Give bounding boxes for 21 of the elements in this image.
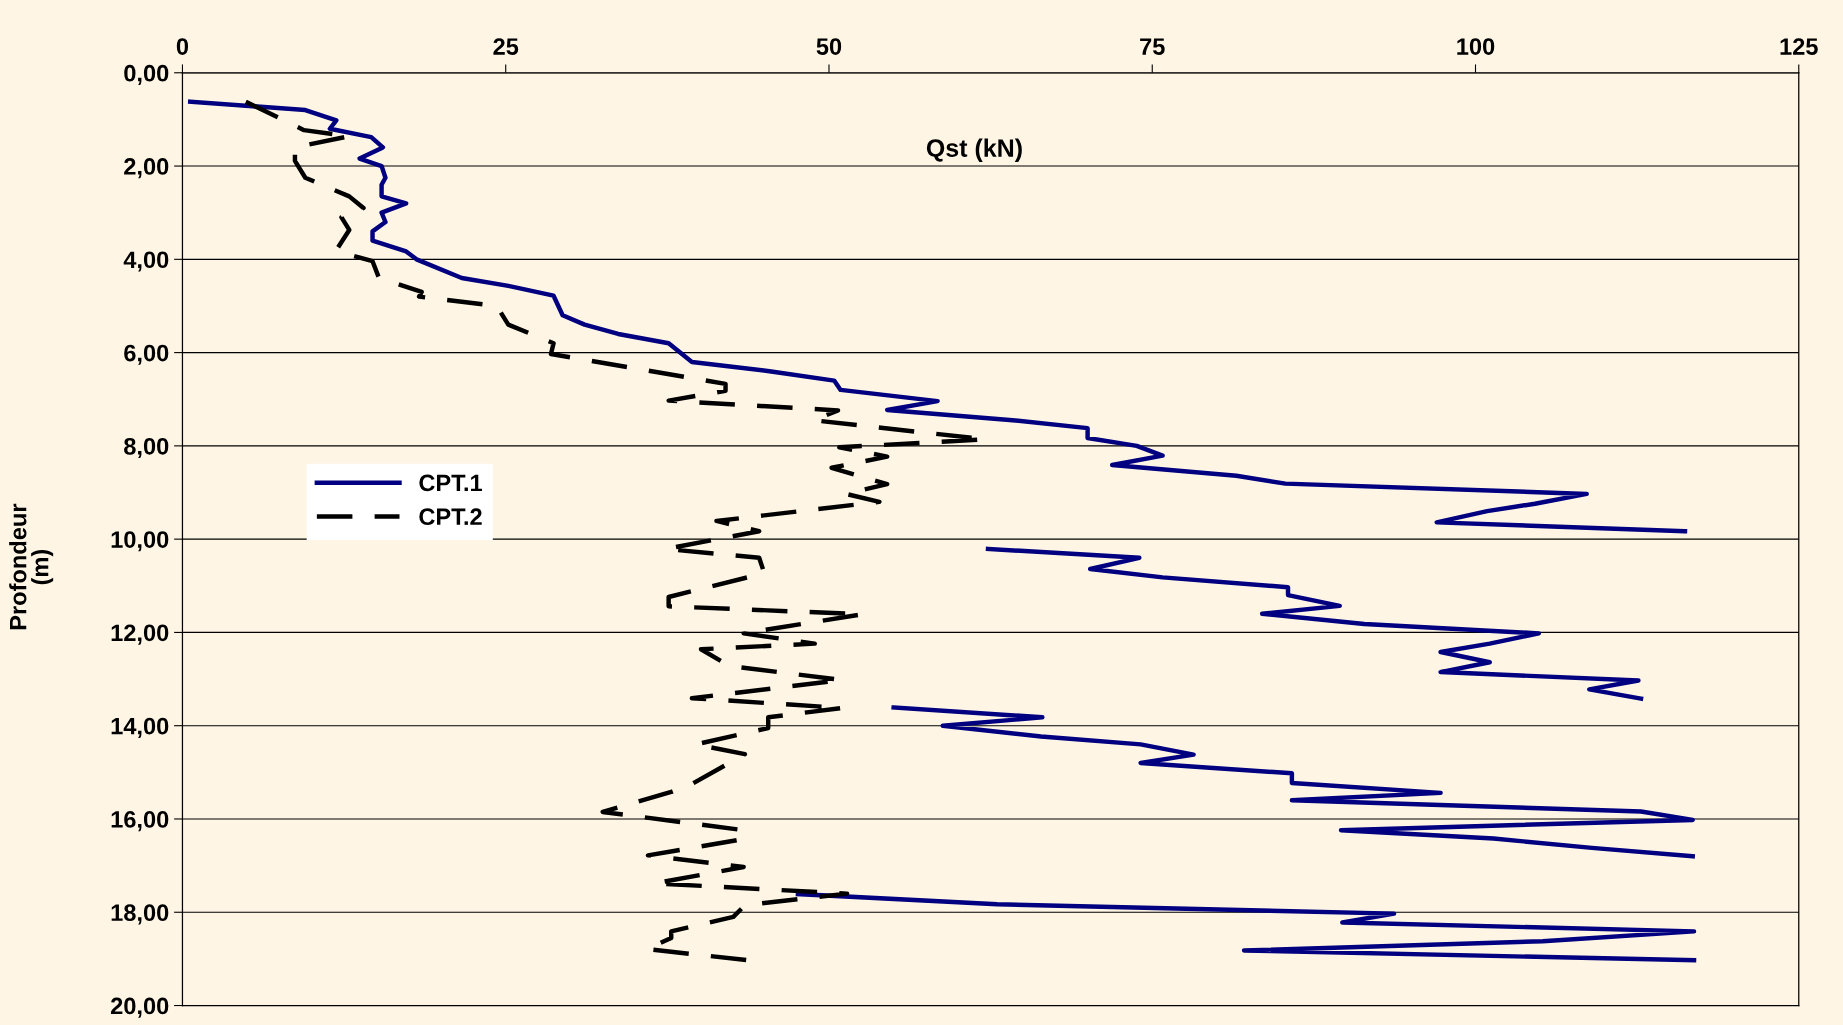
y-tick-label: 18,00 bbox=[111, 904, 169, 925]
y-tick-label: 16,00 bbox=[111, 811, 169, 832]
y-tick-label: 14,00 bbox=[111, 717, 169, 738]
y-tick-label: 6,00 bbox=[124, 344, 169, 365]
x-tick-label: 0 bbox=[176, 38, 189, 55]
y-tick-label: 4,00 bbox=[123, 251, 169, 272]
x-tick-label: 25 bbox=[493, 38, 519, 55]
y-axis-title: Profondeur (m) bbox=[9, 503, 54, 630]
x-tick-label: 125 bbox=[1780, 38, 1818, 55]
y-tick-label: 2,00 bbox=[124, 158, 169, 179]
y-tick-label: 12,00 bbox=[111, 624, 169, 645]
y-tick-label: 20,00 bbox=[111, 997, 169, 1018]
x-axis-title: Qst (kN) bbox=[926, 138, 1022, 162]
y-tick-label: 10,00 bbox=[111, 531, 169, 552]
x-tick-label: 50 bbox=[816, 38, 842, 55]
y-tick-label: 0,00 bbox=[124, 64, 169, 85]
legend-label: CPT.1 bbox=[419, 474, 483, 492]
y-tick-label: 8,00 bbox=[124, 437, 169, 459]
x-tick-label: 75 bbox=[1140, 38, 1165, 55]
x-tick-label: 100 bbox=[1457, 38, 1495, 55]
legend-label: CPT.2 bbox=[419, 508, 482, 526]
